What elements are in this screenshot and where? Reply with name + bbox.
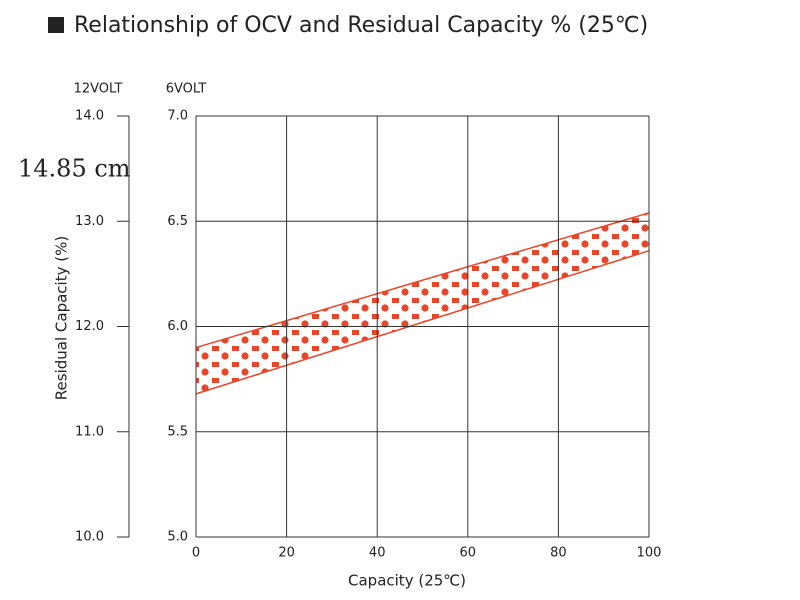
title-marker	[48, 17, 64, 33]
x-axis-label: Capacity (25℃)	[348, 572, 466, 590]
band-fill	[196, 212, 649, 394]
y2-tick-label: 12.0	[75, 319, 104, 334]
x-tick-label: 60	[460, 546, 477, 561]
y2-tick-label: 14.0	[75, 109, 104, 124]
y-tick-label: 7.0	[167, 109, 188, 124]
annotation: 14.85 cm	[18, 155, 131, 183]
y-tick-label: 5.0	[167, 530, 188, 545]
y2-tick-label: 11.0	[75, 424, 104, 439]
y2-tick-label: 13.0	[75, 214, 104, 229]
x-tick-label: 0	[192, 546, 200, 561]
x-tick-label: 80	[550, 546, 567, 561]
y2-tick-label: 10.0	[75, 530, 104, 545]
x-tick-label: 40	[369, 546, 386, 561]
y-axis-title: 6VOLT	[166, 82, 207, 97]
x-tick-label: 100	[637, 546, 662, 561]
x-tick-label: 20	[278, 546, 295, 561]
band-edge	[195, 212, 650, 349]
y2-axis-title: 12VOLT	[74, 82, 123, 97]
band-edge	[195, 250, 650, 395]
y-tick-label: 5.5	[167, 424, 188, 439]
y-axis-label: Residual Capacity (%)	[53, 236, 71, 400]
chart-title: Relationship of OCV and Residual Capacit…	[74, 13, 648, 38]
y-tick-label: 6.0	[167, 319, 188, 334]
y-tick-label: 6.5	[167, 214, 188, 229]
